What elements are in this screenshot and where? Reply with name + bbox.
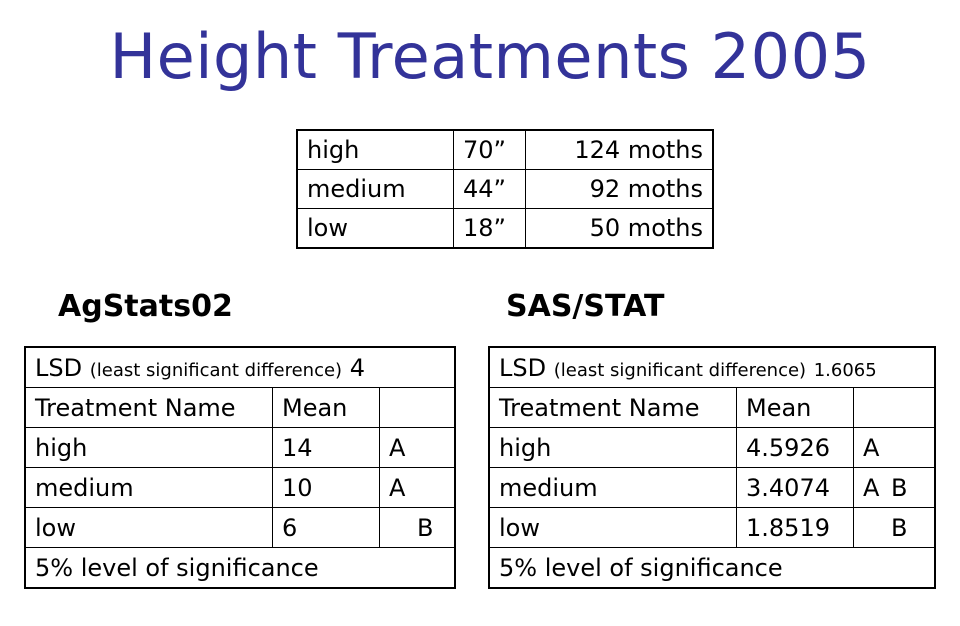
height-level: high	[296, 129, 454, 170]
moth-count: 92 moths	[525, 169, 714, 209]
lsd-row: LSD (least significant difference) 4	[24, 346, 456, 388]
lsd-value: 4	[349, 353, 365, 382]
col-mean: Mean	[272, 387, 380, 428]
header-row: Treatment Name Mean	[488, 387, 936, 428]
agstats-table: LSD (least significant difference) 4 Tre…	[24, 346, 456, 589]
treatment-mean: 14	[272, 427, 380, 468]
group-letters: A	[379, 467, 456, 508]
table-row: medium 10 A	[24, 467, 456, 508]
sas-table: LSD (least significant difference) 1.606…	[488, 346, 936, 589]
treatment-name: low	[488, 507, 737, 548]
group-letters: A	[379, 427, 456, 468]
header-row: Treatment Name Mean	[24, 387, 456, 428]
agstats-heading: AgStats02	[58, 289, 233, 324]
height-value: 18”	[453, 208, 526, 249]
treatment-name: medium	[24, 467, 273, 508]
treatment-name: medium	[488, 467, 737, 508]
moth-count: 124 moths	[525, 129, 714, 170]
height-table: high 70” 124 moths medium 44” 92 moths l…	[296, 129, 714, 249]
col-mean: Mean	[736, 387, 854, 428]
col-treatment-name: Treatment Name	[488, 387, 737, 428]
col-treatment-name: Treatment Name	[24, 387, 273, 428]
height-value: 44”	[453, 169, 526, 209]
table-row: low 1.8519 B	[488, 507, 936, 548]
treatment-mean: 6	[272, 507, 380, 548]
lsd-note: (least significant difference)	[553, 359, 807, 381]
treatment-name: high	[488, 427, 737, 468]
group-letters: B	[853, 507, 936, 548]
lsd-label: LSD	[499, 353, 547, 382]
lsd-value: 1.6065	[813, 359, 877, 381]
table-row: low 18” 50 moths	[296, 208, 714, 249]
group-letters: B	[379, 507, 456, 548]
col-group	[379, 387, 456, 428]
height-level: medium	[296, 169, 454, 209]
treatment-mean: 10	[272, 467, 380, 508]
footer-row: 5% level of significance	[488, 547, 936, 589]
table-row: medium 44” 92 moths	[296, 169, 714, 209]
significance-note: 5% level of significance	[24, 547, 456, 589]
lsd-label: LSD	[35, 353, 83, 382]
treatment-name: high	[24, 427, 273, 468]
page-title: Height Treatments 2005	[109, 20, 871, 93]
table-row: high 14 A	[24, 427, 456, 468]
lsd-cell: LSD (least significant difference) 4	[24, 346, 456, 388]
table-row: high 4.5926 A	[488, 427, 936, 468]
lsd-cell: LSD (least significant difference) 1.606…	[488, 346, 936, 388]
group-letters: A	[853, 427, 936, 468]
sas-heading: SAS/STAT	[506, 289, 665, 324]
height-level: low	[296, 208, 454, 249]
treatment-mean: 1.8519	[736, 507, 854, 548]
height-value: 70”	[453, 129, 526, 170]
treatment-mean: 3.4074	[736, 467, 854, 508]
table-row: low 6 B	[24, 507, 456, 548]
lsd-row: LSD (least significant difference) 1.606…	[488, 346, 936, 388]
col-group	[853, 387, 936, 428]
treatment-name: low	[24, 507, 273, 548]
treatment-mean: 4.5926	[736, 427, 854, 468]
moth-count: 50 moths	[525, 208, 714, 249]
lsd-note: (least significant difference)	[89, 359, 343, 381]
table-row: high 70” 124 moths	[296, 129, 714, 170]
footer-row: 5% level of significance	[24, 547, 456, 589]
significance-note: 5% level of significance	[488, 547, 936, 589]
